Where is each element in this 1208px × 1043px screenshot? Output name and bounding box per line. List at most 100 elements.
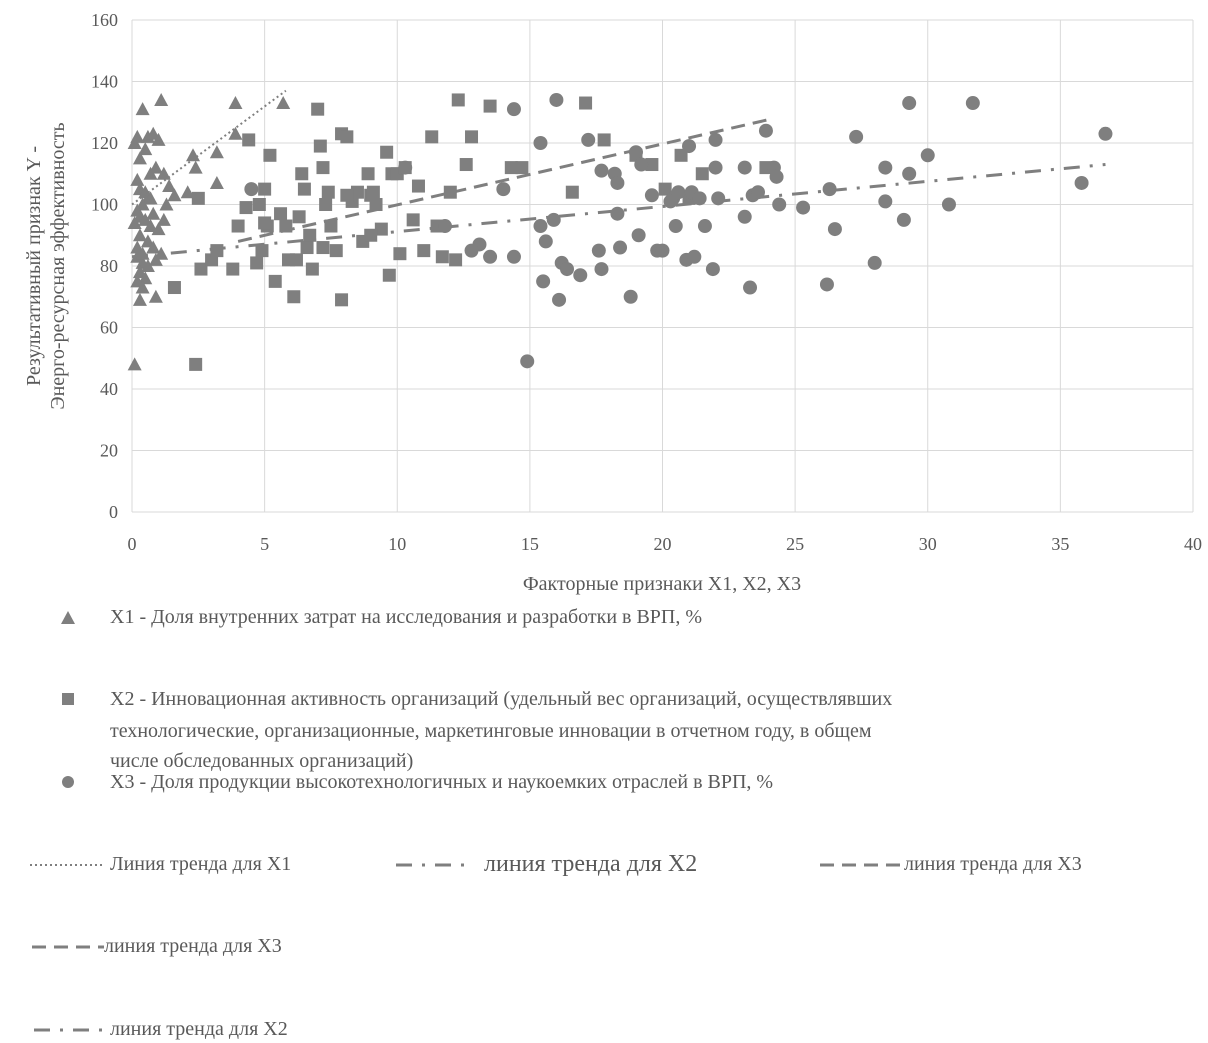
point-x3 [644,188,659,203]
point-x3 [573,268,588,283]
point-x3 [705,262,720,277]
point-x3 [737,209,752,224]
x-tick-label: 35 [1051,534,1069,554]
point-x3 [819,277,834,292]
point-x2 [210,244,224,258]
point-x1 [132,151,147,165]
point-x3 [634,157,649,172]
point-x3 [538,234,553,249]
point-x2 [645,158,659,172]
y-tick-label: 120 [91,133,118,153]
point-x3 [398,160,413,175]
point-x3 [758,123,773,138]
x-axis-title: Факторные признаки X1, X2, X3 [523,573,801,595]
point-x2 [226,262,240,276]
point-x2 [406,213,420,227]
point-x3 [687,249,702,264]
point-x2 [340,188,354,202]
point-x2 [374,222,388,236]
point-x1 [186,148,201,162]
point-x2 [319,198,333,211]
point-x3 [663,194,678,209]
point-x1 [132,292,147,306]
point-x2 [417,244,431,258]
legend-item-x2-line1: X2 - Инновационная активность организаци… [110,688,893,710]
x-tick-label: 40 [1184,534,1202,554]
point-x3 [628,145,643,160]
legend-item-x2-line2: технологические, организационные, маркет… [110,720,872,742]
point-x3 [560,262,575,277]
legend-trend-x1: Линия тренда для X1 [110,853,292,875]
point-x3 [655,243,670,258]
y-axis-title-line2: Энерго-ресурсная эффективность [47,122,69,409]
point-x2 [303,228,317,242]
legend-triangle-icon [61,611,75,624]
point-x2 [335,293,349,307]
point-x3 [878,160,893,175]
point-x3 [496,182,511,197]
trendline-dotted [131,89,287,206]
point-x2 [695,167,709,181]
point-x3 [1074,175,1089,190]
point-x2 [459,158,473,172]
point-x1 [228,126,243,140]
point-x2 [255,244,269,258]
point-x2 [242,133,256,147]
point-x3 [546,212,561,227]
y-axis-title-line1: Результативный признак Y - [23,146,45,386]
legend-item-x3: X3 - Доля продукции высокотехнологичных … [110,771,774,793]
point-x3 [902,166,917,181]
point-x2 [311,102,325,116]
point-x3 [920,148,935,163]
point-x2 [364,228,378,242]
legend-dash-dot-line-icon [396,863,464,867]
point-x2 [292,210,306,224]
point-x1 [138,271,153,285]
point-x2 [465,130,479,144]
point-x3 [796,200,811,215]
point-x3 [822,182,837,197]
point-x3 [594,262,609,277]
legend-trend-x3-repeat: линия тренда для X3 [104,935,282,957]
point-x1 [143,191,158,205]
point-x2 [597,133,611,147]
legend-trend-x2: линия тренда для X2 [484,851,698,877]
y-tick-label: 20 [100,441,118,461]
axes: 0 20 40 60 80 100 120 140 160 0 5 10 15 20 25 30 35 40 [91,10,1202,554]
point-x3 [244,182,259,197]
legend-trend-x3: линия тренда для X3 [904,853,1082,875]
point-x1 [143,219,158,233]
point-x1 [148,160,163,174]
data-points [127,92,1113,371]
point-x2 [504,161,518,175]
x-tick-label: 25 [786,534,804,554]
point-x2 [425,130,439,144]
point-x3 [827,222,842,237]
point-x2 [231,219,245,233]
point-x2 [435,250,449,264]
point-x2 [483,99,497,113]
point-x1 [162,179,177,193]
x-tick-label: 20 [654,534,672,554]
point-x2 [258,182,272,196]
point-x1 [151,132,166,146]
point-x2 [658,182,672,196]
point-x2 [295,167,309,181]
point-x3 [902,96,917,111]
trendline-dash-dot [131,163,1106,259]
point-x2 [189,357,203,371]
point-x3 [631,228,646,243]
point-x2 [451,93,465,107]
point-x1 [156,212,171,226]
point-x2 [565,185,579,199]
point-x2 [380,145,394,159]
point-x2 [316,241,330,255]
point-x2 [167,281,181,295]
point-x2 [316,161,330,175]
point-x1 [209,145,224,159]
point-x3 [581,132,596,147]
point-x2 [443,185,457,199]
point-x2 [674,148,688,162]
point-x2 [191,191,205,205]
point-x3 [613,240,628,255]
